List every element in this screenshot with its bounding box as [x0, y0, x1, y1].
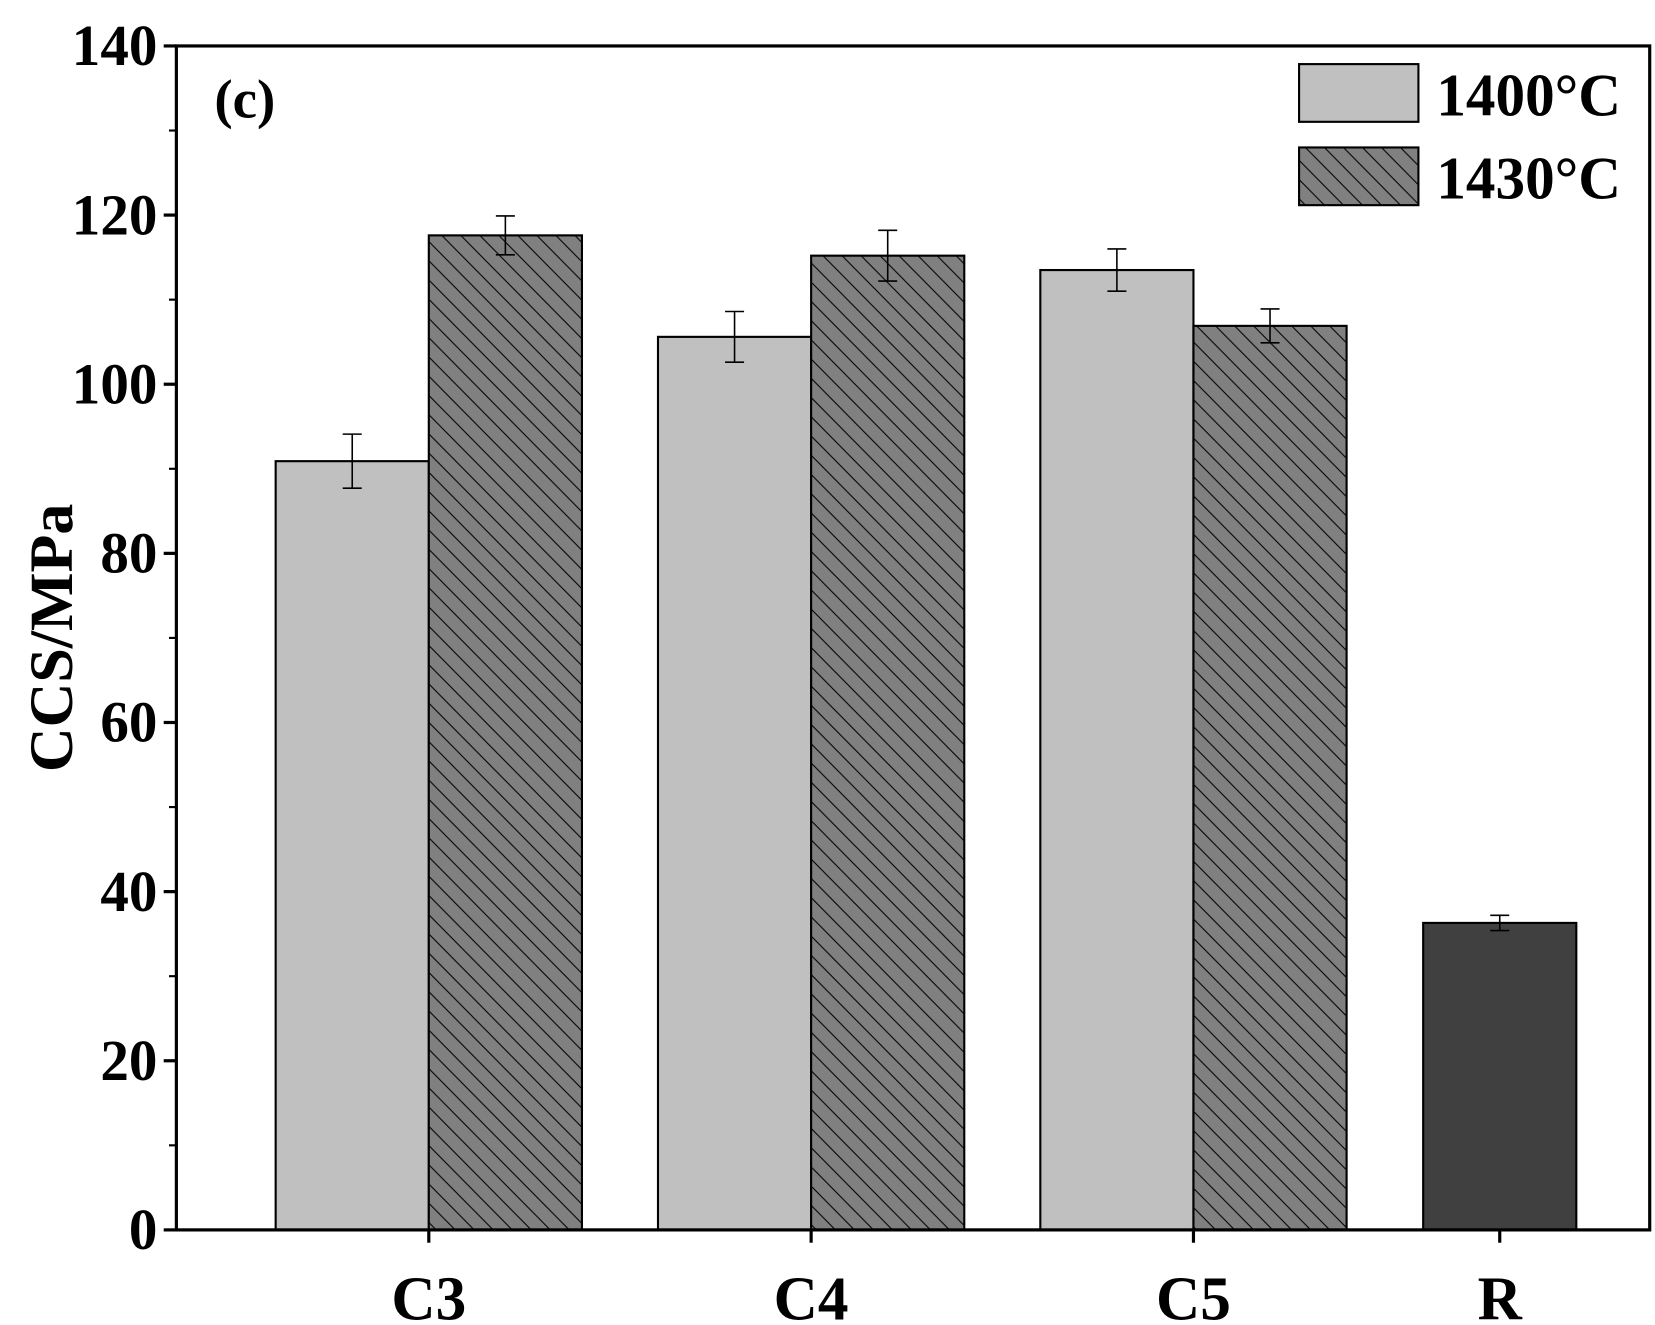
- bar-r: [1422, 921, 1578, 1231]
- legend-label-1430: 1430°C: [1436, 145, 1621, 211]
- y-tick-label: 100: [72, 353, 158, 416]
- panel-label: (c): [214, 68, 275, 129]
- legend-label-1400: 1400°C: [1436, 62, 1621, 128]
- y-tick-label: 0: [129, 1199, 158, 1262]
- y-tick-label: 80: [100, 522, 157, 585]
- y-tick-label: 20: [100, 1030, 157, 1093]
- bar-c5-1400: [1039, 268, 1195, 1231]
- bar-c3-1430: [427, 234, 583, 1231]
- y-axis-label: CCS/MPa: [18, 504, 86, 773]
- bar-c4-1400: [656, 335, 813, 1231]
- y-tick-label: 40: [100, 861, 157, 924]
- legend: 1400°C 1430°C: [1298, 62, 1621, 212]
- x-tick-label: C5: [1156, 1265, 1231, 1325]
- x-tick-label: C4: [774, 1265, 849, 1325]
- x-tick-label: R: [1478, 1265, 1524, 1325]
- legend-swatch-1400: [1298, 63, 1420, 123]
- bar-c3-1400: [274, 460, 430, 1231]
- bar-c4-1430: [810, 254, 966, 1231]
- y-tick-label: 60: [100, 691, 157, 754]
- legend-swatch-1430: [1298, 146, 1420, 207]
- bar-c5-1430: [1192, 324, 1348, 1231]
- y-tick-label: 140: [72, 15, 158, 78]
- y-tick-label: 120: [72, 184, 158, 247]
- x-tick-label: C3: [391, 1265, 466, 1325]
